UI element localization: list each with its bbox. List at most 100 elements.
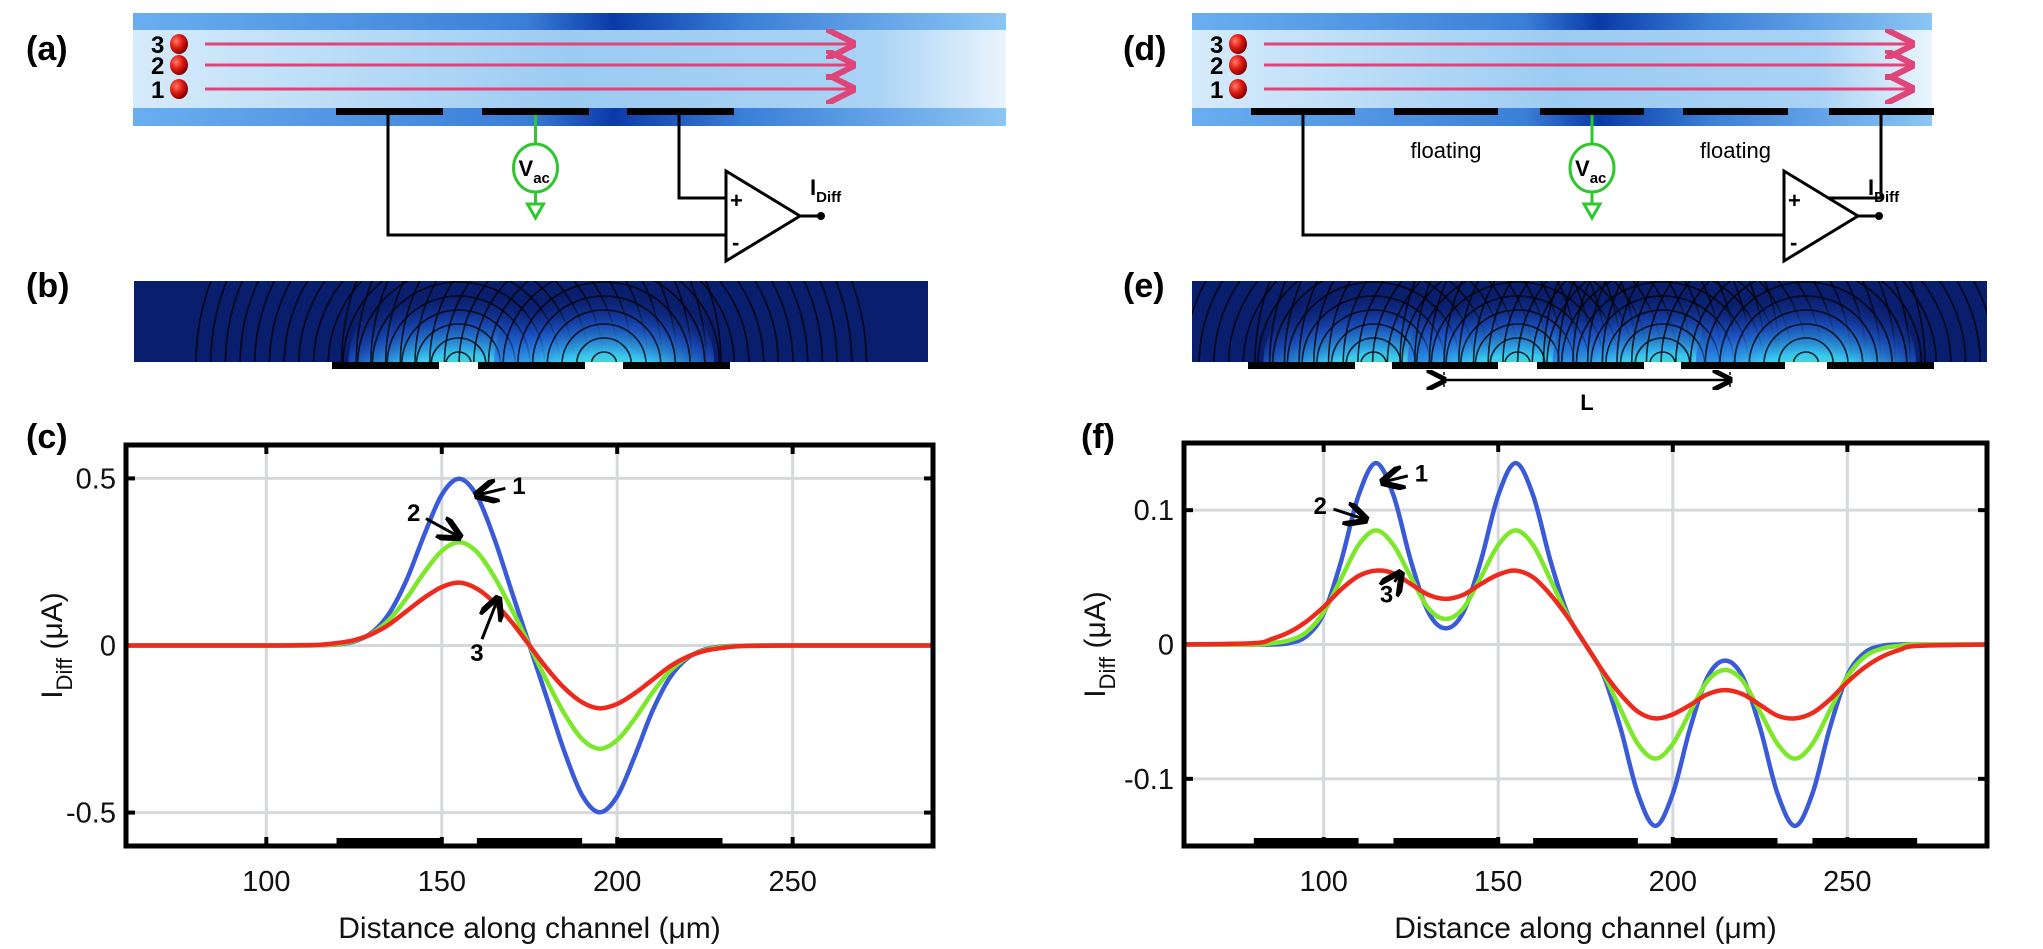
field-line bbox=[254, 281, 663, 362]
electrode-marker bbox=[1672, 838, 1778, 846]
field-line bbox=[386, 295, 531, 362]
electrode bbox=[1540, 108, 1644, 115]
output-node bbox=[1875, 212, 1883, 220]
plot-frame bbox=[123, 442, 936, 849]
x-tick-label: 250 bbox=[1823, 866, 1871, 898]
electrode bbox=[623, 362, 730, 369]
y-tick-label: -0.5 bbox=[66, 798, 116, 830]
particle-label: 1 bbox=[151, 77, 164, 104]
field-line bbox=[1649, 351, 1676, 362]
y-tick-label: 0.1 bbox=[1134, 495, 1174, 527]
electrode-marker bbox=[1253, 838, 1359, 846]
x-tick-label: 150 bbox=[418, 866, 466, 898]
field-line bbox=[1619, 323, 1706, 362]
electrode bbox=[1829, 108, 1934, 115]
chart-f: 100 150 200 250 -0.1 0 0.1 1 2 3 Distance along ch… bbox=[1079, 440, 1990, 945]
field-line bbox=[415, 323, 502, 362]
annotation-label: 3 bbox=[470, 640, 483, 667]
field-line bbox=[1575, 281, 1750, 362]
electrode bbox=[478, 362, 585, 369]
output-node bbox=[817, 212, 825, 220]
field-line bbox=[1316, 309, 1431, 362]
op-amp-icon bbox=[724, 168, 803, 264]
particle-label: 3 bbox=[151, 32, 164, 59]
electrode bbox=[332, 362, 439, 369]
ground-icon bbox=[524, 202, 547, 222]
y-tick-label: -0.1 bbox=[1124, 764, 1174, 796]
electrode bbox=[1683, 108, 1788, 115]
annotation-label: 1 bbox=[1415, 461, 1428, 488]
field-line bbox=[575, 337, 633, 362]
y-axis-label: IDiff (μA) bbox=[1079, 591, 1120, 698]
minus-sign: - bbox=[732, 230, 739, 255]
field-line bbox=[1460, 309, 1575, 362]
electrode bbox=[1251, 108, 1355, 115]
field-line bbox=[430, 337, 487, 362]
electrode-marker bbox=[1393, 838, 1499, 846]
electrode-marker bbox=[1533, 838, 1638, 846]
y-axis-label: IDiff (μA) bbox=[36, 592, 77, 699]
electrode bbox=[1827, 362, 1934, 369]
field-line bbox=[1777, 337, 1835, 362]
x-tick-label: 200 bbox=[1649, 866, 1697, 898]
particle bbox=[1229, 55, 1247, 75]
channel-top-wall bbox=[133, 13, 1006, 30]
field-line bbox=[1192, 281, 1564, 362]
annotation-arrow bbox=[425, 519, 459, 537]
annotation-label: 2 bbox=[1313, 493, 1326, 520]
electrode bbox=[627, 108, 734, 115]
electrode-marker bbox=[336, 838, 442, 846]
annotation-arrow bbox=[1394, 573, 1400, 582]
panel-label-d: (d) bbox=[1123, 30, 1166, 68]
field-line bbox=[401, 309, 516, 362]
field-line bbox=[1286, 281, 1461, 362]
electrode bbox=[1392, 362, 1498, 369]
output-label: IDiff bbox=[1868, 175, 1900, 206]
panel-label-f: (f) bbox=[1081, 418, 1115, 456]
electrode-marker bbox=[617, 838, 723, 846]
x-tick-label: 250 bbox=[768, 866, 816, 898]
field-line bbox=[371, 281, 546, 362]
particle-label: 1 bbox=[1210, 77, 1223, 104]
annotation-arrow bbox=[1383, 476, 1409, 482]
field-line bbox=[1301, 295, 1446, 362]
chart-c: 100 150 200 250 -0.5 0 0.5 1 2 3 Distance along ch… bbox=[36, 442, 936, 945]
plus-sign: + bbox=[1788, 188, 1801, 213]
output-label: IDiff bbox=[810, 175, 842, 206]
field-line bbox=[1763, 323, 1849, 362]
annotation-label: 2 bbox=[407, 500, 420, 527]
x-axis-label: Distance along channel (μm) bbox=[338, 912, 720, 945]
channel-top-wall bbox=[1192, 13, 1932, 30]
field-line bbox=[561, 323, 647, 362]
annotation-arrow bbox=[482, 599, 498, 640]
field-line bbox=[1474, 323, 1561, 362]
x-tick-label: 200 bbox=[593, 866, 641, 898]
field-line bbox=[1588, 281, 1608, 362]
field-line bbox=[1719, 281, 1893, 362]
annotation-label: 1 bbox=[512, 473, 525, 500]
wire-negative bbox=[1301, 115, 1784, 237]
x-tick-label: 100 bbox=[1299, 866, 1347, 898]
minus-sign: - bbox=[1790, 230, 1797, 255]
annotation-arrow bbox=[477, 488, 506, 495]
field-map bbox=[1192, 281, 1987, 369]
wire-positive bbox=[677, 115, 726, 200]
floating-label: floating bbox=[1700, 138, 1771, 163]
particle-label: 2 bbox=[1210, 53, 1223, 80]
source-label: Vac bbox=[1575, 156, 1606, 187]
electrode-marker bbox=[476, 838, 583, 846]
electrode bbox=[1681, 362, 1785, 369]
channel-schematic: 321 + - IDiff Vac floating floating bbox=[1192, 13, 1934, 264]
series-line-3 bbox=[125, 580, 934, 711]
particle bbox=[1229, 79, 1247, 99]
field-line bbox=[1330, 323, 1417, 362]
particle bbox=[170, 55, 188, 75]
panel-label-a: (a) bbox=[26, 30, 68, 68]
x-axis-label: Distance along channel (μm) bbox=[1394, 912, 1776, 945]
source-label: Vac bbox=[519, 156, 550, 187]
panel-label-b: (b) bbox=[26, 267, 69, 305]
particle bbox=[1229, 34, 1247, 54]
field-line bbox=[1445, 295, 1590, 362]
panel-label-c: (c) bbox=[26, 418, 68, 456]
plus-sign: + bbox=[730, 188, 743, 213]
